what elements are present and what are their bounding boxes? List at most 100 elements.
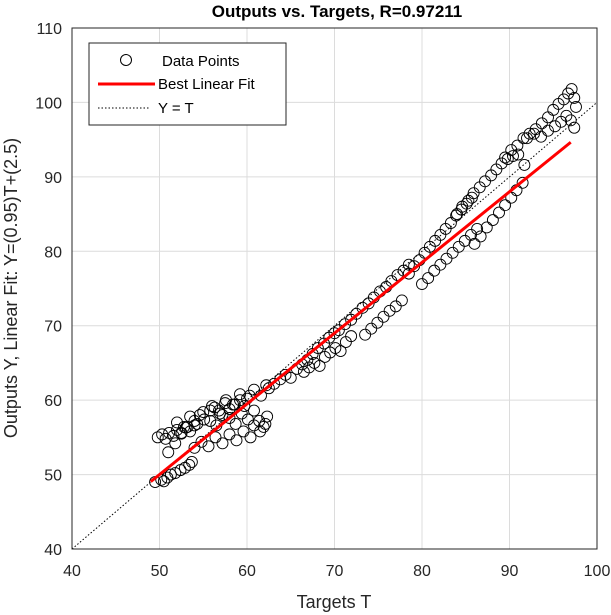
data-point [216,409,229,421]
data-point [216,437,229,450]
data-point [428,264,441,277]
data-point [365,322,378,335]
legend-label-identity: Y = T [158,100,194,117]
data-point [159,432,172,445]
data-point [467,187,480,200]
data-point [377,310,390,323]
data-point [511,139,524,152]
data-point [350,307,363,320]
data-point [163,426,176,439]
data-point [560,109,573,122]
data-point [191,418,204,430]
data-point [227,398,239,411]
y-tick-label: 60 [44,393,62,410]
data-point [565,83,578,95]
data-point [395,294,408,307]
data-point [328,327,341,340]
data-point [197,406,210,419]
data-point [516,176,529,189]
data-point [549,120,561,133]
data-point [383,304,396,317]
y-axis-label: Outputs Y, Linear Fit: Y=(0.95)T+(2.5) [1,138,21,438]
legend-label-fit: Best Linear Fit [158,76,256,93]
data-point [259,418,272,430]
fit-line [149,141,572,483]
data-point [521,132,533,145]
data-point [223,428,236,441]
identity-line-layer [71,102,598,550]
data-point [248,383,260,396]
data-point [528,127,540,140]
data-point [198,413,211,426]
data-point [480,221,493,234]
data-point [389,300,402,313]
data-point [313,359,326,372]
y-tick-label: 110 [36,21,62,38]
data-point [185,455,198,468]
data-point [206,400,218,413]
data-point [161,471,174,484]
data-point [261,410,274,423]
data-point [512,148,525,161]
x-tick-label: 80 [413,563,431,580]
x-tick-label: 90 [501,563,519,580]
data-point [284,371,297,384]
y-tick-labels: 40 50 60 70 80 90 100 110 [35,21,62,559]
data-point [184,410,197,423]
data-point [499,199,512,212]
data-point [499,151,512,164]
y-tick-label: 90 [44,170,62,187]
data-point [169,437,182,450]
data-point [452,240,465,253]
data-point [479,175,491,188]
data-point [257,420,270,433]
data-point [244,431,257,444]
data-point [209,431,222,444]
data-point [178,461,191,474]
data-point [440,252,453,265]
x-axis-label: Targets T [297,592,372,612]
y-tick-label: 70 [44,319,62,336]
data-point [178,420,190,433]
data-point [195,435,208,448]
data-point [332,324,345,337]
data-point [517,132,530,145]
legend-marker-data-points [120,54,132,66]
x-tick-label: 50 [151,563,169,580]
identity-line [71,102,598,550]
data-point [230,434,243,447]
data-point [495,157,508,170]
data-point [535,117,548,130]
data-point [568,92,581,104]
data-point [339,318,351,331]
data-point [568,121,581,134]
data-point [570,100,582,113]
y-tick-label: 50 [44,468,62,485]
data-point [220,394,232,407]
chart-title: Outputs vs. Targets, R=0.97211 [212,2,463,21]
data-point [248,419,260,432]
x-tick-labels: 40 50 60 70 80 90 100 [63,563,610,580]
data-point [507,150,519,162]
data-point [446,246,459,259]
data-point [471,223,484,235]
x-tick-label: 70 [326,563,344,580]
data-point [465,228,477,241]
data-point [248,404,260,417]
data-point [151,431,164,444]
data-point [535,130,547,143]
data-point [234,388,246,401]
data-point [175,426,188,439]
data-point [493,206,505,219]
data-point [422,272,435,285]
data-point [162,446,175,459]
data-point [156,428,169,441]
data-point [238,400,251,413]
data-point [204,415,217,427]
data-point [311,342,324,354]
data-point [157,475,170,488]
x-tick-label: 60 [238,563,256,580]
data-point [334,345,347,357]
data-point [486,214,499,226]
